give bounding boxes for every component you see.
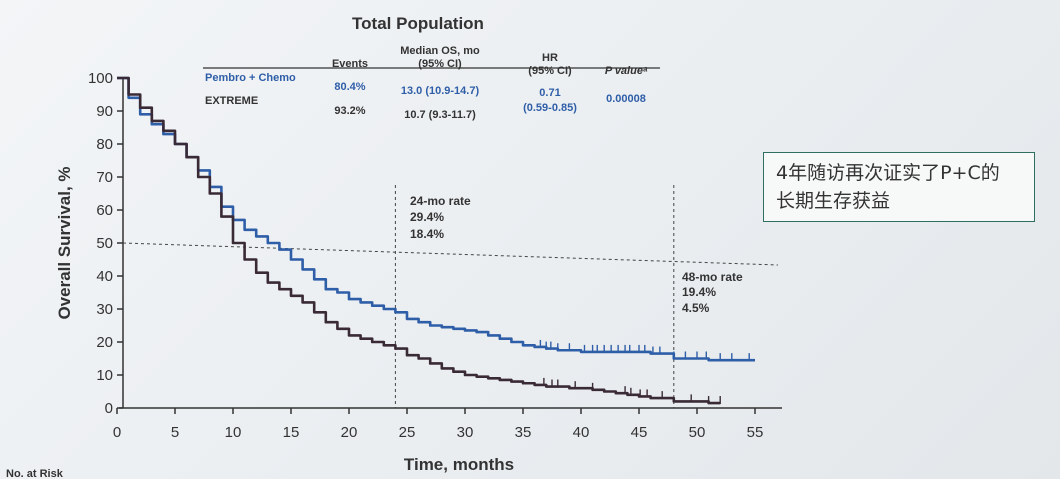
y-tick-label: 100: [88, 70, 113, 87]
extreme-curve: [117, 76, 721, 405]
row-pembro-p: 0.00008: [606, 93, 646, 105]
x-tick-label: 35: [515, 424, 532, 441]
row-pembro-hr: 0.71: [539, 87, 560, 99]
y-tick-label: 90: [96, 103, 113, 120]
annotation-48mo-title: 48-mo rate: [682, 270, 743, 284]
y-tick-label: 10: [96, 367, 113, 384]
y-tick-label: 0: [105, 400, 113, 417]
y-tick-label: 20: [96, 334, 113, 351]
x-tick-label: 40: [573, 424, 590, 441]
header-p: P valueᵃ: [605, 65, 648, 77]
y-tick-label: 30: [96, 301, 113, 318]
row-pembro-median: 13.0 (10.9-14.7): [401, 85, 480, 97]
annotation-24mo: 24-mo rate 29.4% 18.4%: [410, 194, 471, 241]
note-line-1: 4年随访再次证实了P+C的: [776, 162, 1000, 184]
x-tick-label: 25: [399, 424, 416, 441]
annotation-24mo-extreme: 18.4%: [410, 227, 444, 241]
x-tick-label: 55: [747, 424, 764, 441]
header-median-ci: (95% CI): [418, 58, 462, 70]
annotation-48mo: 48-mo rate 19.4% 4.5%: [682, 270, 743, 315]
y-tick-label: 50: [96, 235, 113, 252]
survival-curves: [117, 76, 755, 405]
row-extreme-events: 93.2%: [334, 105, 365, 117]
annotation-48mo-pembro: 19.4%: [682, 285, 716, 299]
x-tick-label: 30: [457, 424, 474, 441]
row-extreme-arm: EXTREME: [205, 95, 258, 107]
x-tick-label: 15: [283, 424, 300, 441]
y-ticks: 0 10 20 30 40 50 60 70 80 90 100: [88, 70, 123, 417]
row-pembro-hr-ci: (0.59-0.85): [523, 102, 577, 114]
pembro-chemo-curve: [117, 76, 755, 362]
stats-table: Events Median OS, mo (95% CI) HR (95% CI…: [203, 45, 660, 121]
x-tick-label: 50: [689, 424, 706, 441]
annotation-48mo-extreme: 4.5%: [682, 301, 710, 315]
chart-title: Total Population: [352, 14, 484, 33]
row-extreme-median: 10.7 (9.3-11.7): [404, 109, 476, 121]
y-tick-label: 60: [96, 202, 113, 219]
y-tick-label: 70: [96, 169, 113, 186]
annotation-24mo-title: 24-mo rate: [410, 194, 471, 208]
header-hr-ci: (95% CI): [528, 65, 572, 77]
y-tick-label: 80: [96, 136, 113, 153]
header-events: Events: [332, 58, 368, 70]
note-line-2: 长期生存获益: [776, 190, 891, 212]
x-ticks: 0 5 10 15 20 25 30 35 40 45 50 55: [113, 408, 764, 441]
x-tick-label: 45: [631, 424, 648, 441]
annotation-24mo-pembro: 29.4%: [410, 210, 444, 224]
reference-lines: [122, 185, 779, 408]
censor-marks: [539, 339, 750, 405]
y-axis-label: Overall Survival, %: [55, 166, 74, 319]
row-pembro-events: 80.4%: [334, 81, 365, 93]
header-median: Median OS, mo: [400, 45, 480, 57]
median-reference-line: [122, 242, 779, 266]
row-pembro-arm: Pembro + Chemo: [205, 72, 296, 84]
x-axis-label: Time, months: [404, 455, 514, 474]
y-tick-label: 40: [96, 268, 113, 285]
header-hr: HR: [542, 52, 558, 64]
x-tick-label: 20: [341, 424, 358, 441]
x-tick-label: 0: [113, 424, 121, 441]
takeaway-note: 4年随访再次证实了P+C的 长期生存获益: [763, 152, 1035, 222]
no-at-risk-label: No. at Risk: [6, 468, 64, 479]
x-tick-label: 10: [225, 424, 242, 441]
x-tick-label: 5: [171, 424, 179, 441]
